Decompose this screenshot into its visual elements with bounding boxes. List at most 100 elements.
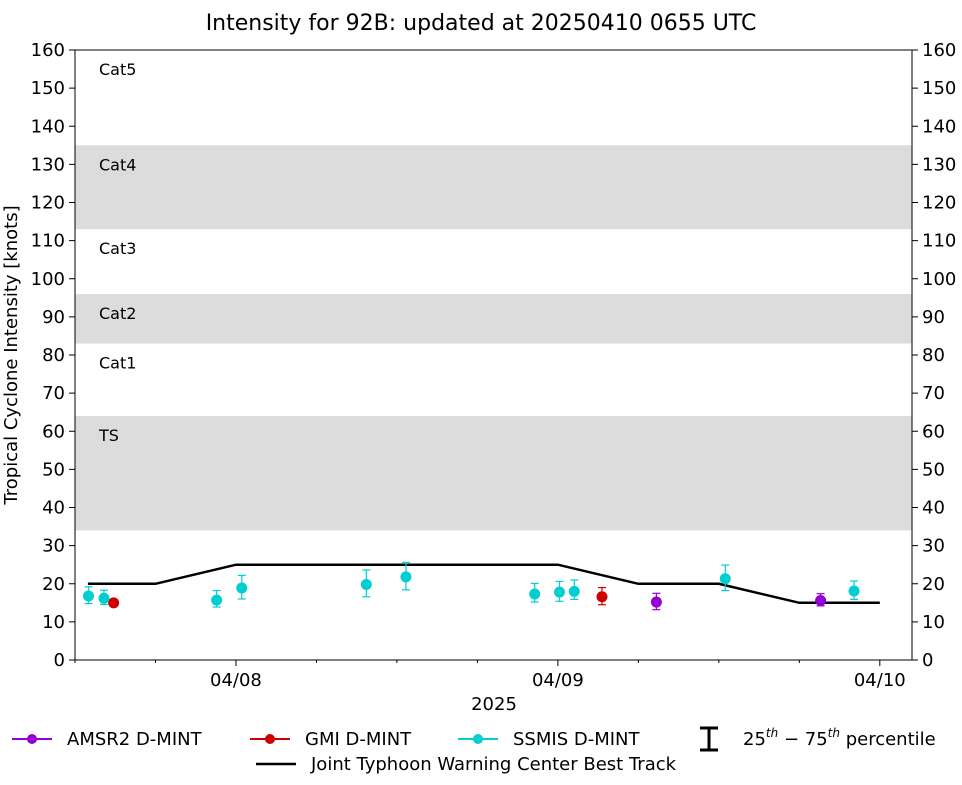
- y-tick-label-left: 20: [42, 574, 65, 595]
- y-tick-label-right: 160: [922, 40, 956, 61]
- y-tick-label-right: 20: [922, 574, 945, 595]
- y-tick-label-right: 90: [922, 307, 945, 328]
- y-tick-label-left: 0: [54, 650, 65, 671]
- band-label-cat3: Cat3: [99, 239, 136, 258]
- best-track-line: [87, 563, 880, 605]
- ssmis-marker: [400, 571, 412, 583]
- y-tick-label-left: 60: [42, 421, 65, 442]
- band-cat4: [75, 145, 912, 230]
- y-tick-label-right: 100: [922, 269, 956, 290]
- band-label-cat5: Cat5: [99, 60, 136, 79]
- ssmis-marker: [360, 579, 372, 591]
- ssmis-point: [553, 580, 565, 602]
- legend-label-gmi: GMI D-MINT: [305, 729, 412, 750]
- y-tick-label-left: 40: [42, 498, 65, 519]
- x-tick-label: 04/08: [210, 670, 262, 691]
- legend-marker-amsr2: [27, 734, 37, 744]
- legend-percentile-part: th: [828, 726, 840, 740]
- y-tick-label-left: 150: [31, 78, 65, 99]
- ssmis-point: [568, 579, 580, 600]
- y-tick-label-left: 120: [31, 193, 65, 214]
- legend-label-amsr2: AMSR2 D-MINT: [67, 729, 203, 750]
- band-label-cat1: Cat1: [99, 354, 136, 373]
- band-ts: [75, 416, 912, 531]
- y-tick-label-right: 120: [922, 193, 956, 214]
- y-tick-label-right: 0: [922, 650, 933, 671]
- legend-percentile-part: th: [766, 726, 778, 740]
- ssmis-point: [719, 564, 731, 592]
- ssmis-point: [98, 589, 110, 605]
- band-label-cat4: Cat4: [99, 155, 136, 174]
- ssmis-marker: [553, 586, 565, 598]
- y-tick-label-left: 70: [42, 383, 65, 404]
- y-tick-label-right: 10: [922, 612, 945, 633]
- gmi-point: [596, 586, 608, 606]
- chart-title: Intensity for 92B: updated at 20250410 0…: [206, 11, 757, 36]
- plot-frame: [74, 49, 913, 661]
- y-tick-label-left: 130: [31, 154, 65, 175]
- ssmis-marker: [83, 590, 95, 602]
- legend-percentile-part: − 75: [778, 729, 827, 750]
- ssmis-point: [236, 574, 248, 600]
- ssmis-point: [400, 561, 412, 591]
- y-tick-label-right: 130: [922, 154, 956, 175]
- ssmis-marker: [211, 594, 223, 606]
- amsr2-point: [650, 592, 662, 611]
- ssmis-marker: [98, 592, 110, 604]
- x-axis-label: 2025: [471, 694, 517, 715]
- best-track-layer: [87, 563, 880, 605]
- y-tick-label-left: 140: [31, 116, 65, 137]
- legend-percentile-part: 25: [743, 729, 766, 750]
- gmi-marker: [596, 591, 608, 603]
- y-tick-label-left: 50: [42, 459, 65, 480]
- y-tick-label-right: 50: [922, 459, 945, 480]
- y-tick-label-left: 160: [31, 40, 65, 61]
- legend: AMSR2 D-MINT GMI D-MINT SSMIS D-MINT 25th −…: [12, 726, 936, 775]
- y-tick-label-right: 80: [922, 345, 945, 366]
- amsr2-point: [815, 593, 827, 607]
- x-tick-label: 04/09: [532, 670, 584, 691]
- dmint-points-layer: [83, 561, 860, 611]
- legend-label-ssmis: SSMIS D-MINT: [513, 729, 640, 750]
- ssmis-marker: [719, 573, 731, 585]
- ssmis-point: [211, 590, 223, 608]
- band-label-cat2: Cat2: [99, 304, 136, 323]
- y-tick-label-right: 140: [922, 116, 956, 137]
- x-tick-label: 04/10: [854, 670, 906, 691]
- band-cat2: [75, 294, 912, 344]
- category-bands: TS Cat1 Cat2 Cat3 Cat4 Cat5: [75, 60, 912, 531]
- amsr2-marker: [815, 595, 827, 607]
- legend-percentile-part: percentile: [840, 729, 936, 750]
- ssmis-point: [360, 569, 372, 598]
- y-tick-label-left: 30: [42, 536, 65, 557]
- y-tick-label-left: 90: [42, 307, 65, 328]
- gmi-marker: [108, 597, 120, 609]
- band-label-ts: TS: [98, 426, 119, 445]
- y-tick-label-left: 80: [42, 345, 65, 366]
- y-tick-label-right: 70: [922, 383, 945, 404]
- ssmis-marker: [848, 585, 860, 597]
- legend-label-percentile: 25th − 75th percentile: [743, 726, 936, 750]
- axis-ticks: 0 0 10 10 20 20 30 30 40 40 50 50 60 60 70 70 80 80 90 90 10…: [31, 40, 957, 691]
- y-tick-label-left: 10: [42, 612, 65, 633]
- ssmis-point: [848, 580, 860, 600]
- ssmis-point: [529, 582, 541, 603]
- y-tick-label-right: 150: [922, 78, 956, 99]
- gmi-point: [108, 597, 120, 609]
- y-tick-label-right: 110: [922, 231, 956, 252]
- ssmis-marker: [568, 585, 580, 597]
- y-tick-label-right: 30: [922, 536, 945, 557]
- ssmis-marker: [529, 588, 541, 600]
- y-axis-label: Tropical Cyclone Intensity [knots]: [1, 205, 22, 505]
- legend-label-best-track: Joint Typhoon Warning Center Best Track: [310, 754, 677, 775]
- y-tick-label-right: 40: [922, 498, 945, 519]
- y-tick-label-left: 110: [31, 231, 65, 252]
- ssmis-point: [83, 586, 95, 605]
- amsr2-marker: [650, 596, 662, 608]
- y-tick-label-right: 60: [922, 421, 945, 442]
- legend-marker-gmi: [265, 734, 275, 744]
- y-tick-label-left: 100: [31, 269, 65, 290]
- ssmis-marker: [236, 582, 248, 594]
